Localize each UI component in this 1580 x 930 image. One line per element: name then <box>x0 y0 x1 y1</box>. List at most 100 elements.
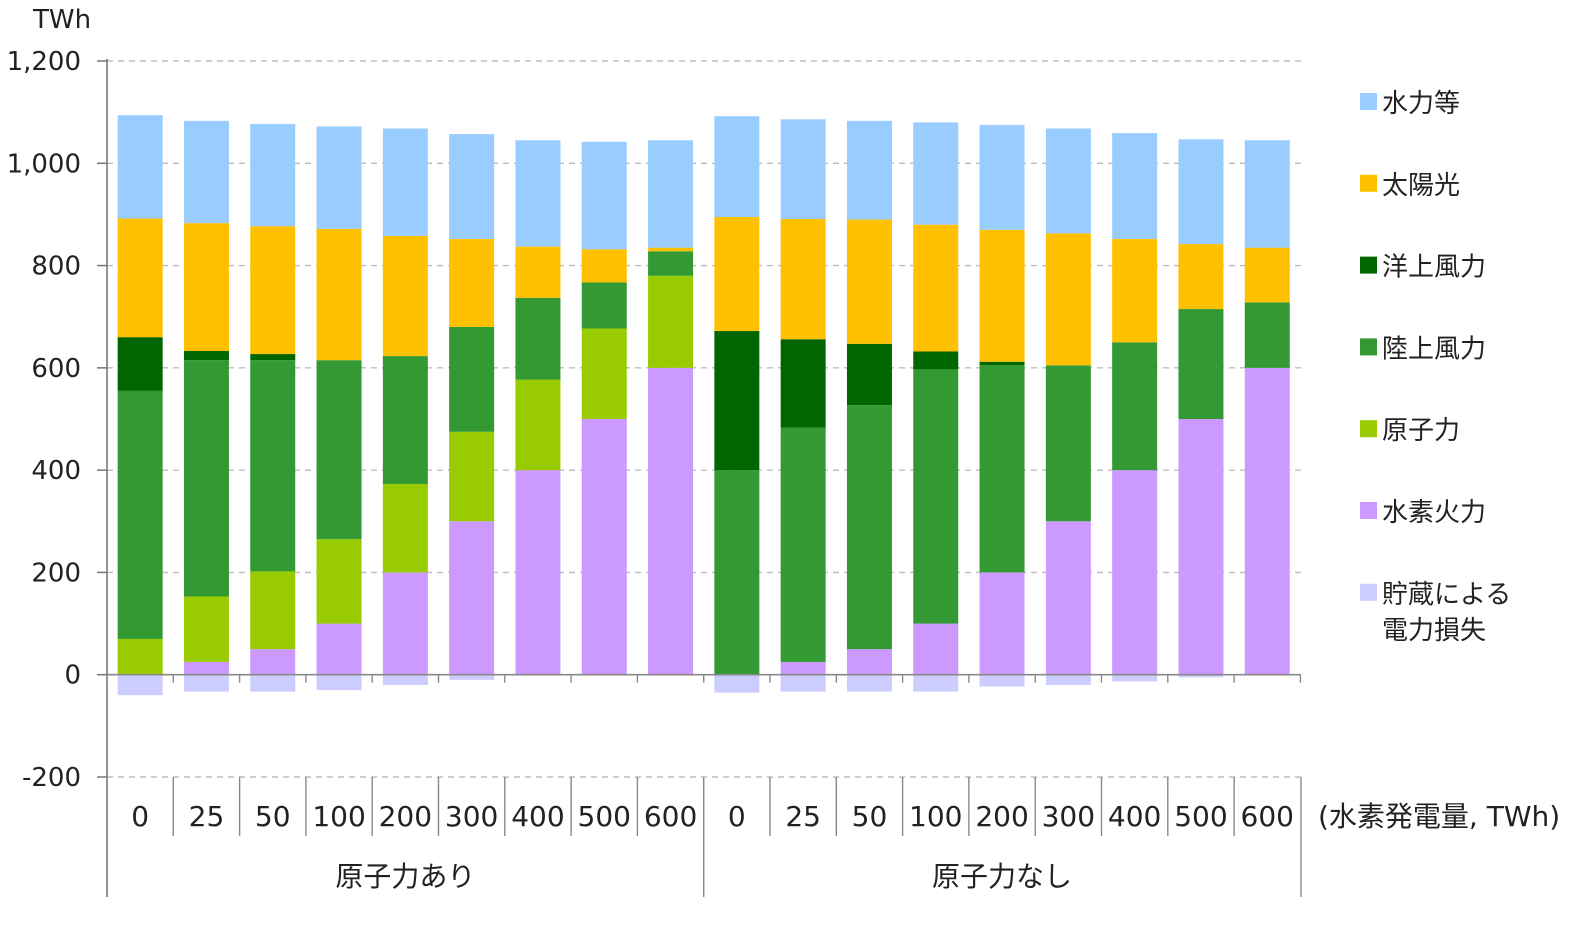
bar-segment <box>382 356 428 484</box>
bar-segment <box>1112 470 1158 675</box>
bar-segment <box>515 379 561 471</box>
bars <box>117 115 1290 696</box>
bar-segment <box>117 390 163 639</box>
bar-segment <box>1244 247 1290 303</box>
legend-item: 原子力 <box>1360 416 1460 446</box>
bar-segment <box>581 282 627 329</box>
x-tick-label: 500 <box>1174 800 1227 833</box>
bar-segment <box>846 405 892 650</box>
group-label: 原子力あり <box>335 860 475 893</box>
y-tick-label: -200 <box>22 763 81 793</box>
x-tick-label: 100 <box>312 800 365 833</box>
legend-label: 太陽光 <box>1382 171 1460 201</box>
bar-segment <box>846 649 892 675</box>
bar-segment <box>250 571 296 650</box>
bar-segment <box>979 365 1025 573</box>
y-axis-label: TWh <box>32 5 91 35</box>
y-tick-label: 1,200 <box>7 47 81 77</box>
bar-segment <box>714 331 760 471</box>
x-tick-label: 400 <box>511 800 564 833</box>
bar-segment <box>382 572 428 675</box>
grid-lines <box>107 60 1301 778</box>
bar-segment <box>1045 674 1091 685</box>
bar-segment <box>117 674 163 696</box>
bar-segment <box>117 337 163 391</box>
x-tick-label: 50 <box>852 800 888 833</box>
bar-segment <box>449 134 495 239</box>
bar-segment <box>250 674 296 692</box>
bar-segment <box>183 661 229 675</box>
bar-segment <box>780 661 826 675</box>
bar-segment <box>449 238 495 327</box>
legend-item: 水力等 <box>1360 89 1460 119</box>
bar-segment <box>316 623 362 675</box>
bar-segment <box>1045 128 1091 234</box>
legend-label: 洋上風力 <box>1382 253 1486 283</box>
bar-segment <box>581 249 627 283</box>
bar-segment <box>449 674 495 680</box>
bar-segment <box>780 119 826 220</box>
bar-segment <box>648 251 694 276</box>
x-tick-label: 25 <box>189 800 225 833</box>
bar-segment <box>382 235 428 357</box>
bar-segment <box>250 354 296 361</box>
bar-segment <box>1112 674 1158 682</box>
bar-segment <box>913 224 959 352</box>
bar-segment <box>979 674 1025 687</box>
bar-segment <box>449 326 495 432</box>
x-tick-label: 600 <box>644 800 697 833</box>
x-tick-label: 500 <box>578 800 631 833</box>
bar-segment <box>913 623 959 675</box>
y-tick-label: 200 <box>31 558 81 588</box>
bar-segment <box>1178 244 1224 310</box>
bar-segment <box>714 674 760 693</box>
bar-segment <box>714 116 760 217</box>
bar-segment <box>316 360 362 540</box>
bar-segment <box>382 483 428 573</box>
bar-segment <box>449 521 495 675</box>
bar-segment <box>1244 302 1290 368</box>
y-tick-label: 600 <box>31 354 81 384</box>
bar-segment <box>780 219 826 340</box>
bar-segment <box>1244 367 1290 675</box>
bar-segment <box>382 674 428 685</box>
bar-segment <box>316 674 362 691</box>
legend-label: 貯蔵による <box>1382 580 1511 610</box>
bar-segment <box>1244 140 1290 248</box>
bar-segment <box>913 369 959 624</box>
legend-swatch <box>1360 420 1377 438</box>
x-tick-label: 300 <box>1042 800 1095 833</box>
x-unit-label: (水素発電量, TWh) <box>1318 800 1560 833</box>
x-tick-label: 400 <box>1108 800 1161 833</box>
bar-segment <box>250 360 296 572</box>
x-tick-label: 50 <box>255 800 291 833</box>
bar-segment <box>250 123 296 227</box>
bar-segment <box>316 228 362 361</box>
bar-segment <box>846 219 892 344</box>
bar-segment <box>581 141 627 250</box>
bar-segment <box>1112 133 1158 239</box>
bar-segment <box>183 596 229 662</box>
bar-segment <box>183 120 229 224</box>
legend-item: 陸上風力 <box>1360 334 1486 364</box>
bar-segment <box>117 115 163 219</box>
bar-segment <box>648 367 694 675</box>
bar-segment <box>913 122 959 225</box>
legend-label: 水力等 <box>1382 89 1460 119</box>
bar-segment <box>250 226 296 355</box>
bar-segment <box>449 431 495 522</box>
bar-segment <box>913 351 959 370</box>
bar-segment <box>515 470 561 675</box>
bar-segment <box>515 297 561 380</box>
x-tick-label: 25 <box>785 800 821 833</box>
bar-segment <box>183 674 229 692</box>
bar-segment <box>979 124 1025 230</box>
bar-segment <box>714 216 760 332</box>
bar-segment <box>1178 674 1224 678</box>
legend-swatch <box>1360 583 1377 601</box>
y-tick-label: 1,000 <box>7 149 81 179</box>
bar-segment <box>1178 309 1224 419</box>
